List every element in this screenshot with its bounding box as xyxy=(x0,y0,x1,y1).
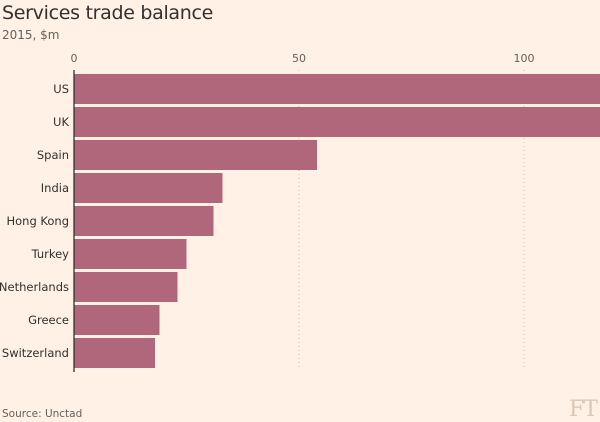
x-tick-label: 50 xyxy=(292,52,306,65)
ft-logo: FT xyxy=(569,397,598,422)
bar-uk xyxy=(74,107,600,137)
category-label: Greece xyxy=(28,313,69,327)
chart-subtitle: 2015, $m xyxy=(2,28,60,42)
bar-netherlands xyxy=(74,272,178,302)
bar-switzerland xyxy=(74,338,155,368)
category-label: Netherlands xyxy=(0,280,69,294)
category-label: Switzerland xyxy=(2,346,69,360)
category-label: Hong Kong xyxy=(6,214,69,228)
category-label: US xyxy=(53,82,69,96)
bar-india xyxy=(74,173,223,203)
bar-greece xyxy=(74,305,160,335)
source-note: Source: Unctad xyxy=(2,408,83,420)
category-label: Turkey xyxy=(31,247,70,261)
category-label: Spain xyxy=(37,148,69,162)
category-label: UK xyxy=(53,115,69,129)
x-tick-label: 0 xyxy=(71,52,78,65)
bar-spain xyxy=(74,140,317,170)
bar-us xyxy=(74,74,600,104)
x-tick-label: 100 xyxy=(514,52,535,65)
chart-title: Services trade balance xyxy=(2,2,214,24)
bar-turkey xyxy=(74,239,187,269)
bar-hong-kong xyxy=(74,206,214,236)
category-label: India xyxy=(41,181,69,195)
